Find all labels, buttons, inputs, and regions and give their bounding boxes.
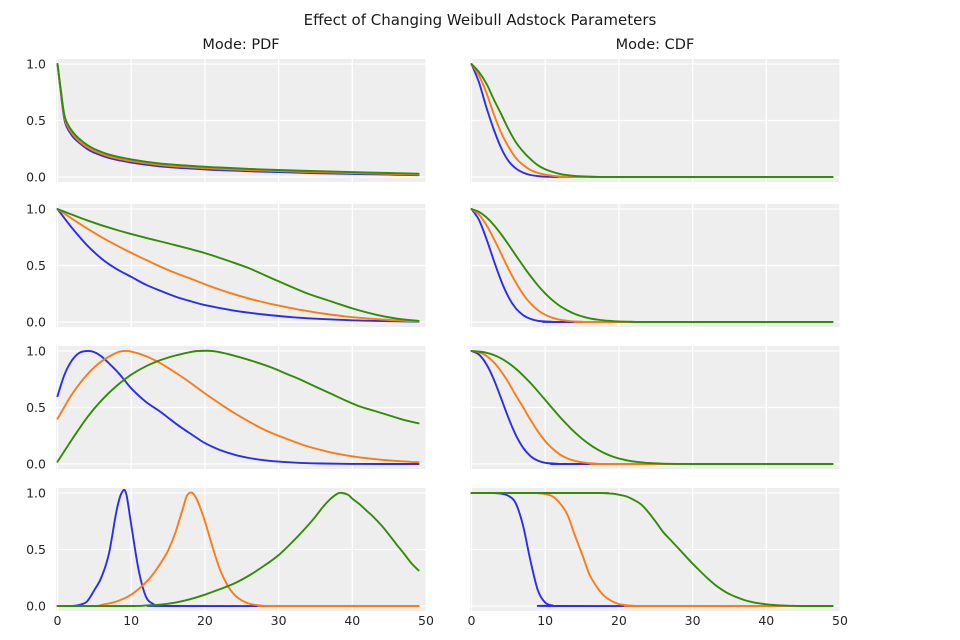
curve-row4-cdf-orange [470,492,834,607]
panel-row1-pdf [56,59,426,182]
panel-row4-cdf [470,488,840,611]
x-tick-label: 0 [468,613,476,628]
y-tick-label: 1.0 [26,202,46,217]
curve-row1-pdf-green [56,63,420,175]
y-tick-label: 0.5 [26,113,46,128]
curve-row2-cdf-orange [470,208,834,323]
x-tick-label: 50 [832,613,848,628]
curve-row3-cdf-green [470,350,834,465]
column-title-pdf: Mode: PDF [202,37,280,53]
curve-row3-pdf-green [56,349,420,463]
y-tick-label: 1.0 [26,486,46,501]
curve-row4-pdf-green [56,491,420,607]
figure-title: Effect of Changing Weibull Adstock Param… [303,11,657,29]
x-tick-label: 0 [54,613,62,628]
panel-row2-pdf [56,204,426,327]
column-title-cdf: Mode: CDF [615,37,695,53]
curve-row2-pdf-orange [56,208,420,323]
y-tick-label: 0.0 [26,315,46,330]
y-tick-label: 0.5 [26,542,46,557]
curve-row3-pdf-orange [56,349,420,464]
curve-row1-pdf-orange [56,63,420,176]
curve-row4-cdf-green [470,492,834,607]
x-tick-label: 10 [123,613,139,628]
curve-row2-pdf-green [56,208,420,322]
curve-row1-cdf-green [470,63,834,178]
y-tick-label: 1.0 [26,57,46,72]
x-tick-label: 30 [271,613,287,628]
x-tick-label: 30 [685,613,701,628]
y-tick-label: 0.0 [26,457,46,472]
curve-row2-cdf-blue [470,208,834,323]
x-tick-label: 10 [537,613,553,628]
y-tick-label: 0.0 [26,170,46,185]
x-tick-label: 40 [344,613,360,628]
panel-row4-pdf [56,488,426,611]
panel-row3-cdf [470,346,840,469]
panel-row1-cdf [470,59,840,182]
curve-row1-pdf-blue [56,63,420,177]
curve-row3-pdf-blue [56,350,420,465]
curve-row2-pdf-blue [56,208,420,323]
curve-row3-cdf-orange [470,350,834,465]
y-tick-label: 0.5 [26,400,46,415]
x-tick-label: 20 [197,613,213,628]
panel-row3-pdf [56,346,426,469]
curve-row1-cdf-blue [470,63,834,178]
x-tick-label: 40 [758,613,774,628]
curve-row4-pdf-orange [56,491,420,608]
x-tick-label: 50 [418,613,434,628]
grid [56,59,426,182]
y-tick-label: 0.0 [26,599,46,614]
curve-row3-cdf-blue [470,350,834,465]
y-tick-label: 0.5 [26,258,46,273]
curve-row1-cdf-orange [470,63,834,178]
curve-row2-cdf-green [470,208,834,323]
y-tick-label: 1.0 [26,344,46,359]
x-tick-label: 20 [611,613,627,628]
panel-row2-cdf [470,204,840,327]
